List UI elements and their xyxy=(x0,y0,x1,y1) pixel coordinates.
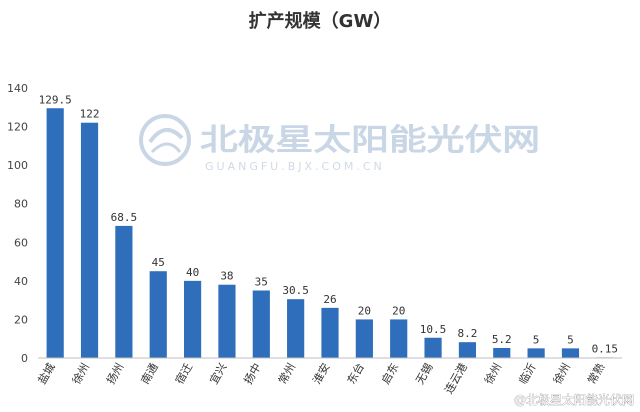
data-label: 26 xyxy=(323,293,336,306)
x-tick-label: 扬中 xyxy=(241,361,264,387)
x-tick-label: 淮安 xyxy=(309,361,332,387)
bar xyxy=(493,347,511,358)
bar xyxy=(252,290,270,358)
data-label: 5.2 xyxy=(492,333,512,346)
bar xyxy=(80,122,99,358)
x-tick-label: 常熟 xyxy=(584,361,607,387)
watermark-center-text: 北极星太阳能光伏网 xyxy=(200,123,540,158)
y-tick-label: 140 xyxy=(7,82,28,95)
x-tick-label: 宿迁 xyxy=(172,361,195,387)
y-tick-label: 0 xyxy=(21,352,28,365)
y-tick-label: 80 xyxy=(14,198,28,211)
bar xyxy=(561,348,580,358)
x-tick-label: 常州 xyxy=(276,361,298,387)
bar xyxy=(390,319,408,358)
y-tick-label: 100 xyxy=(7,159,28,172)
bar xyxy=(184,280,202,358)
data-label: 68.5 xyxy=(111,211,138,224)
data-labels: 129.5 122 68.5 45 40 38 35 30.5 26 20 20 10.5 8.2 5.2… xyxy=(39,93,618,355)
x-tick-label: 东台 xyxy=(344,361,367,387)
data-label: 5 xyxy=(533,333,540,346)
bar xyxy=(321,307,339,358)
watermark: 北极星太阳能光伏网 GUANGFU.BJX.COM.CN xyxy=(139,114,540,173)
x-tick-label: 扬州 xyxy=(103,361,126,387)
x-tick-label: 盐城 xyxy=(36,361,58,387)
data-label: 8.2 xyxy=(457,327,477,340)
bar xyxy=(218,284,236,358)
bar xyxy=(355,319,373,358)
data-label: 30.5 xyxy=(282,284,309,297)
data-label: 40 xyxy=(186,266,199,279)
watermark-center-subtext: GUANGFU.BJX.COM.CN xyxy=(205,160,385,173)
data-label: 129.5 xyxy=(39,93,72,106)
x-axis: 盐城 徐州 扬州 南通 宿迁 宜兴 扬中 常州 淮安 东台 启东 无锡 连云港 徐州 临沂 徐州 常熟 xyxy=(36,361,608,397)
bar xyxy=(115,225,133,358)
data-label: 122 xyxy=(80,108,100,121)
x-tick-label: 徐州 xyxy=(550,361,573,387)
x-tick-label: 临沂 xyxy=(516,361,539,387)
data-label: 0.15 xyxy=(592,342,619,355)
bar xyxy=(287,299,305,358)
x-tick-label: 南通 xyxy=(139,361,161,387)
data-label: 45 xyxy=(152,256,165,269)
x-tick-label: 宜兴 xyxy=(206,361,229,387)
data-label: 10.5 xyxy=(420,323,447,336)
x-tick-label: 无锡 xyxy=(413,361,436,387)
bar xyxy=(458,342,476,358)
bjx-logo-icon xyxy=(139,114,191,166)
y-axis: 0 20 40 60 80 100 120 140 xyxy=(7,82,28,365)
data-label: 35 xyxy=(255,276,268,289)
x-tick-label: 连云港 xyxy=(442,361,470,396)
data-label: 5 xyxy=(567,333,574,346)
x-tick-label: 徐州 xyxy=(69,361,92,387)
bar xyxy=(149,271,167,358)
bar xyxy=(527,348,545,358)
data-label: 20 xyxy=(392,304,405,317)
bar xyxy=(46,108,64,358)
bar xyxy=(424,337,442,358)
chart-title: 扩产规模（GW） xyxy=(249,10,392,32)
y-tick-label: 40 xyxy=(14,275,28,288)
x-tick-label: 启东 xyxy=(379,361,401,387)
data-label: 38 xyxy=(220,270,233,283)
y-tick-label: 20 xyxy=(14,313,28,326)
y-tick-label: 120 xyxy=(7,121,28,134)
y-tick-label: 60 xyxy=(14,236,28,249)
data-label: 20 xyxy=(358,304,371,317)
watermark-corner-text: @北极星太阳能光伏网 xyxy=(514,392,634,407)
x-tick-label: 徐州 xyxy=(481,361,504,387)
